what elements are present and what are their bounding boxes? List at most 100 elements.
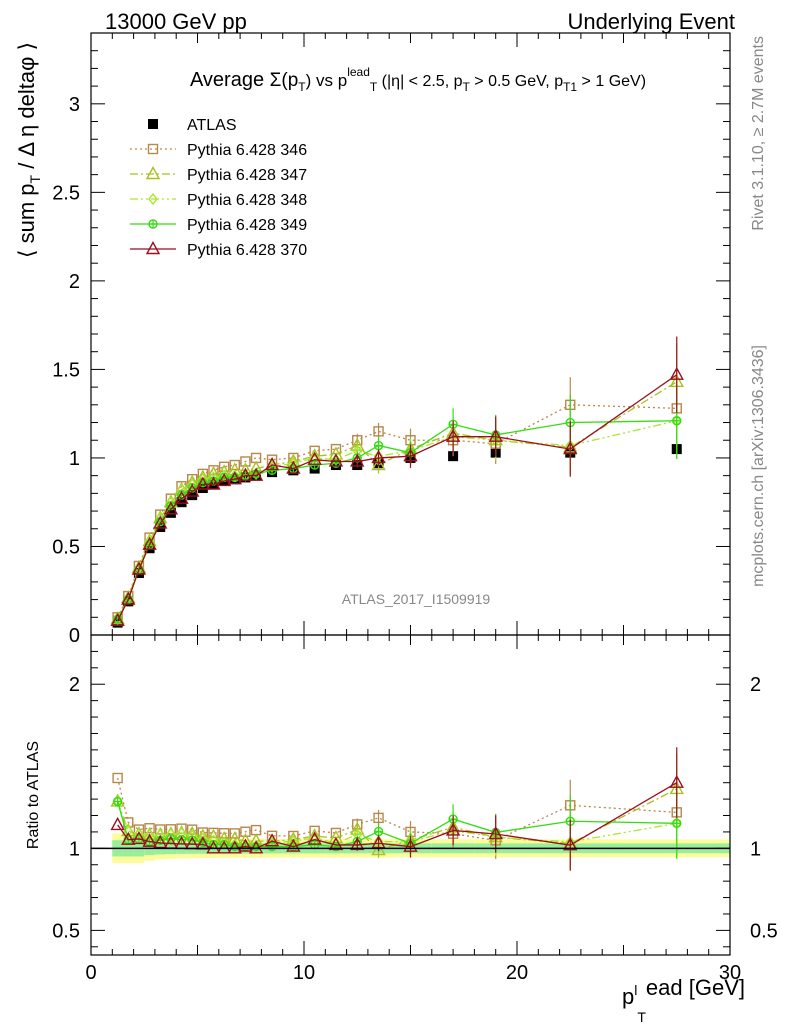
legend-entry-p346: Pythia 6.428 346 xyxy=(130,142,307,159)
data-point xyxy=(112,612,123,626)
series-line xyxy=(117,381,678,620)
ratio-point xyxy=(112,795,123,808)
data-point xyxy=(155,521,166,532)
legend-label: Pythia 6.428 346 xyxy=(187,142,307,159)
data-point xyxy=(174,490,189,504)
data-point xyxy=(264,457,280,471)
legend-marker xyxy=(148,119,158,129)
data-point xyxy=(251,467,261,480)
legend-marker xyxy=(147,143,159,155)
ratio-point xyxy=(142,833,157,847)
data-point xyxy=(373,440,384,451)
legend-label: Pythia 6.428 370 xyxy=(187,242,307,259)
data-point xyxy=(267,465,277,476)
data-point xyxy=(165,507,176,518)
y-tick-label: 2 xyxy=(69,271,80,293)
ratio-point xyxy=(153,834,168,849)
data-point xyxy=(208,465,219,476)
legend-entry-p347: Pythia 6.428 347 xyxy=(130,166,307,184)
y-tick-label: 1 xyxy=(69,448,80,470)
analysis-id-label: ATLAS_2017_I1509919 xyxy=(342,591,491,607)
data-point xyxy=(309,460,320,470)
ratio-y-tick-label: 0.5 xyxy=(52,920,80,942)
ratio-point xyxy=(248,840,264,854)
ratio-point xyxy=(131,830,147,845)
ratio-point xyxy=(328,836,344,851)
series-line xyxy=(117,404,677,618)
legend-marker xyxy=(145,241,161,255)
ratio-y-axis-title: Ratio to ATLAS xyxy=(25,741,42,849)
data-point xyxy=(153,515,168,529)
ratio-y-tick-label-right: 0.5 xyxy=(750,920,778,942)
axes xyxy=(90,32,731,956)
ratio-y-tick-label-right: 2 xyxy=(750,674,761,696)
data-point xyxy=(121,591,136,605)
y-tick-label: 0.5 xyxy=(52,536,80,558)
legend-label: Pythia 6.428 348 xyxy=(187,192,307,209)
data-point xyxy=(163,501,179,515)
series-p349 xyxy=(112,382,682,624)
data-point xyxy=(110,612,125,627)
collision-label: 13000 GeV pp xyxy=(105,9,247,34)
series-line xyxy=(117,420,677,620)
main-panel-data xyxy=(110,336,684,628)
y-tick-label: 2.5 xyxy=(52,182,80,204)
data-point xyxy=(176,497,187,508)
ratio-point xyxy=(309,825,320,837)
ratio-point xyxy=(286,838,301,852)
ratio-point xyxy=(563,837,578,851)
ratio-point xyxy=(373,812,384,824)
ratio-point xyxy=(216,840,232,854)
legend-marker xyxy=(145,166,161,180)
legend-entry-p349: Pythia 6.428 349 xyxy=(130,217,307,234)
ratio-point xyxy=(121,831,136,845)
ratio-point xyxy=(227,840,242,854)
data-point xyxy=(184,483,200,497)
data-point xyxy=(229,459,240,471)
data-point xyxy=(195,476,211,490)
ratio-panel-data xyxy=(110,747,684,871)
ratio-point xyxy=(445,822,461,836)
x-tick-label: 10 xyxy=(293,962,315,984)
data-point xyxy=(488,428,503,442)
y-tick-label: 3 xyxy=(69,94,80,116)
data-point xyxy=(142,536,157,550)
ratio-point xyxy=(112,796,123,807)
ratio-series-line xyxy=(116,777,677,842)
data-point xyxy=(197,483,208,494)
data-point xyxy=(328,453,344,467)
x-tick-label: 0 xyxy=(85,962,96,984)
ratio-point xyxy=(266,830,278,842)
data-point xyxy=(373,426,384,437)
ratio-point xyxy=(267,841,277,852)
rivet-version-label: Rivet 3.1.10, ≥ 2.7M events xyxy=(750,36,767,231)
ratio-point xyxy=(229,828,240,839)
data-point xyxy=(216,472,232,487)
y-axis-title: ⟨ sum pT / Δ η deltaφ ⟩ xyxy=(14,42,43,258)
legend-marker xyxy=(148,192,158,206)
legend: ATLAS Pythia 6.428 346 Pythia 6.428 347 Pyt… xyxy=(130,117,307,259)
data-point xyxy=(445,428,461,442)
series-line xyxy=(117,374,678,622)
ratio-point xyxy=(206,840,221,854)
data-point xyxy=(240,456,251,467)
data-point xyxy=(371,449,386,464)
data-point xyxy=(227,471,242,485)
data-point xyxy=(309,445,320,457)
data-point xyxy=(238,467,253,481)
ratio-point xyxy=(669,774,684,788)
data-point xyxy=(350,453,365,467)
ratio-point xyxy=(350,836,365,851)
y-tick-label: 0 xyxy=(69,625,80,647)
ratio-point xyxy=(672,818,682,829)
data-point xyxy=(187,490,198,501)
ratio-point xyxy=(488,826,503,840)
ratio-point xyxy=(238,838,253,852)
data-point xyxy=(131,561,147,575)
data-point xyxy=(669,366,684,380)
ratio-point xyxy=(110,816,125,831)
x-axis-title: plTead [GeV] xyxy=(622,975,745,1024)
legend-label: Pythia 6.428 349 xyxy=(187,217,307,234)
